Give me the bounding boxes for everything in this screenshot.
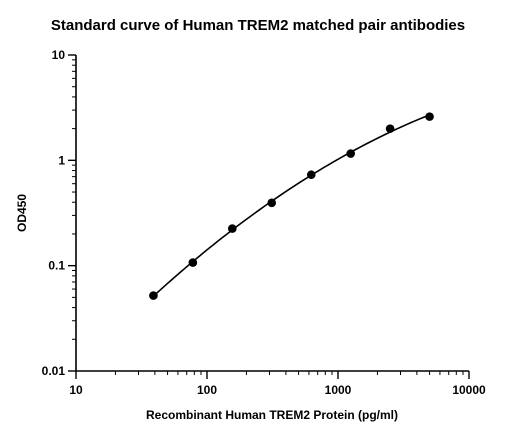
data-point (346, 149, 355, 158)
y-axis-label: OD450 (15, 194, 29, 232)
chart-title: Standard curve of Human TREM2 matched pa… (51, 17, 465, 34)
data-point (267, 198, 277, 208)
data-points (149, 112, 434, 300)
x-tick-label: 1000 (325, 383, 352, 397)
data-point (385, 124, 395, 133)
y-tick-label: 10 (52, 48, 66, 62)
y-tick-label: 0.01 (42, 364, 66, 378)
x-axis-label: Recombinant Human TREM2 Protein (pg/ml) (146, 408, 398, 422)
y-tick-label: 1 (58, 153, 65, 167)
y-tick-label: 0.1 (48, 259, 65, 273)
data-point (425, 112, 434, 121)
data-point (306, 170, 316, 180)
data-point (188, 258, 198, 267)
data-point (227, 224, 237, 233)
x-tick-label: 10 (69, 383, 83, 397)
x-axis-ticks: 10 100 1000 10000 (69, 371, 486, 397)
data-point (149, 291, 158, 300)
x-tick-label: 10000 (452, 383, 486, 397)
fit-curve-line (152, 114, 430, 297)
y-axis-ticks: 0.01 0.1 1 10 (42, 48, 76, 378)
x-tick-label: 100 (197, 383, 217, 397)
